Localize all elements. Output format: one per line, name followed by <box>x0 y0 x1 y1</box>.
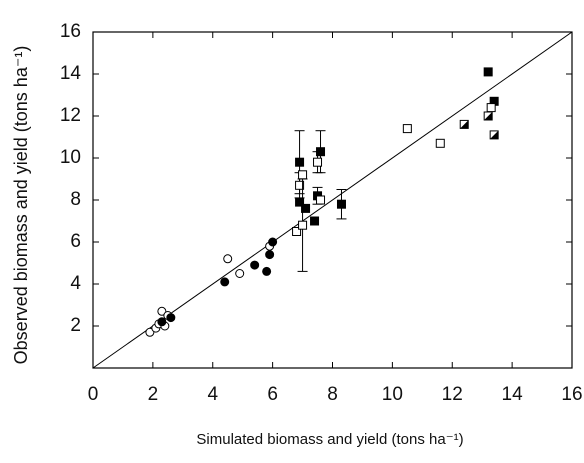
point <box>316 195 326 205</box>
x-tick-label: 14 <box>502 384 524 405</box>
point <box>483 111 493 121</box>
point <box>223 254 233 264</box>
y-tick-label: 2 <box>70 315 81 336</box>
x-tick-label: 4 <box>207 384 218 405</box>
point <box>313 157 323 167</box>
point <box>402 124 412 134</box>
point <box>489 130 499 140</box>
y-tick-label: 8 <box>70 189 81 210</box>
point <box>262 266 272 276</box>
point-half <box>490 130 499 139</box>
point <box>157 306 167 316</box>
y-tick-label: 4 <box>70 273 81 294</box>
point <box>265 250 275 260</box>
x-tick-label: 12 <box>442 384 463 405</box>
x-tick-label: 0 <box>88 384 99 405</box>
y-axis-label: Observed biomass and yield (tons ha⁻¹) <box>11 46 31 365</box>
x-tick-label: 10 <box>382 384 403 405</box>
point <box>157 317 167 327</box>
x-tick-label: 16 <box>561 384 582 405</box>
point <box>459 119 469 129</box>
y-tick-label: 14 <box>60 63 82 84</box>
point <box>145 327 155 337</box>
y-tick-label: 10 <box>60 147 81 168</box>
x-axis-label: Simulated biomass and yield (tons ha⁻¹) <box>196 431 463 448</box>
point <box>220 277 230 287</box>
x-tick-label: 6 <box>267 384 278 405</box>
point <box>483 67 493 77</box>
x-tick-label: 8 <box>327 384 338 405</box>
y-tick-label: 12 <box>60 105 81 126</box>
point <box>298 220 308 230</box>
point <box>250 260 260 270</box>
point <box>298 170 308 180</box>
point <box>295 180 305 190</box>
y-tick-label: 6 <box>70 231 81 252</box>
point <box>310 216 320 226</box>
point <box>301 203 311 213</box>
point <box>268 237 278 247</box>
point <box>235 269 245 278</box>
point-half <box>484 112 493 120</box>
y-tick-label: 16 <box>60 21 81 42</box>
point <box>295 157 305 167</box>
point-half <box>460 120 469 129</box>
point <box>435 138 445 148</box>
x-tick-label: 2 <box>148 384 159 405</box>
point <box>292 227 302 236</box>
one-to-one-line <box>92 31 573 369</box>
point <box>486 103 496 113</box>
point <box>166 313 176 323</box>
point <box>336 199 346 209</box>
